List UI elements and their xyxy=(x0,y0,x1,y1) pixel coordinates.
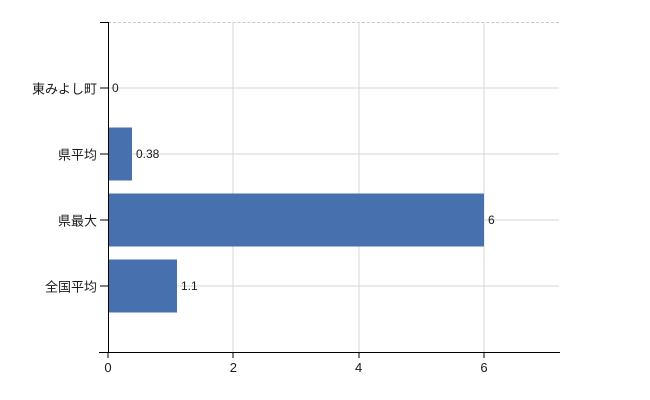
category-tick xyxy=(100,285,108,287)
bar xyxy=(108,193,484,247)
gridline-vertical xyxy=(358,22,360,352)
x-axis-tick-label: 6 xyxy=(480,360,488,375)
category-label: 東みよし町 xyxy=(31,81,97,97)
value-label: 6 xyxy=(488,213,495,227)
x-axis-tick xyxy=(358,353,360,358)
x-axis-line xyxy=(99,352,560,353)
y-axis-cap-tick xyxy=(100,22,108,23)
y-axis-line xyxy=(108,22,109,353)
bar xyxy=(108,259,177,313)
category-label: 全国平均 xyxy=(44,279,97,295)
category-tick xyxy=(100,219,108,221)
gridline-vertical xyxy=(232,22,234,352)
category-label: 県平均 xyxy=(57,147,97,163)
x-axis-tick-label: 0 xyxy=(104,360,112,375)
bar xyxy=(108,127,132,181)
category-tick xyxy=(100,87,108,89)
x-axis-tick-label: 4 xyxy=(355,360,363,375)
value-label: 1.1 xyxy=(181,279,198,293)
value-label: 0.38 xyxy=(136,147,160,161)
gridline-horizontal xyxy=(108,87,559,89)
value-label: 0 xyxy=(112,81,119,95)
plot-top-border xyxy=(108,22,559,23)
gridline-vertical xyxy=(483,22,485,352)
gridline-horizontal xyxy=(108,285,559,287)
x-axis-tick xyxy=(107,353,109,358)
category-label: 県最大 xyxy=(57,213,97,229)
gridline-horizontal xyxy=(108,153,559,155)
x-axis-tick xyxy=(483,353,485,358)
x-axis-tick xyxy=(232,353,234,358)
category-tick xyxy=(100,153,108,155)
x-axis-tick-label: 2 xyxy=(229,360,237,375)
